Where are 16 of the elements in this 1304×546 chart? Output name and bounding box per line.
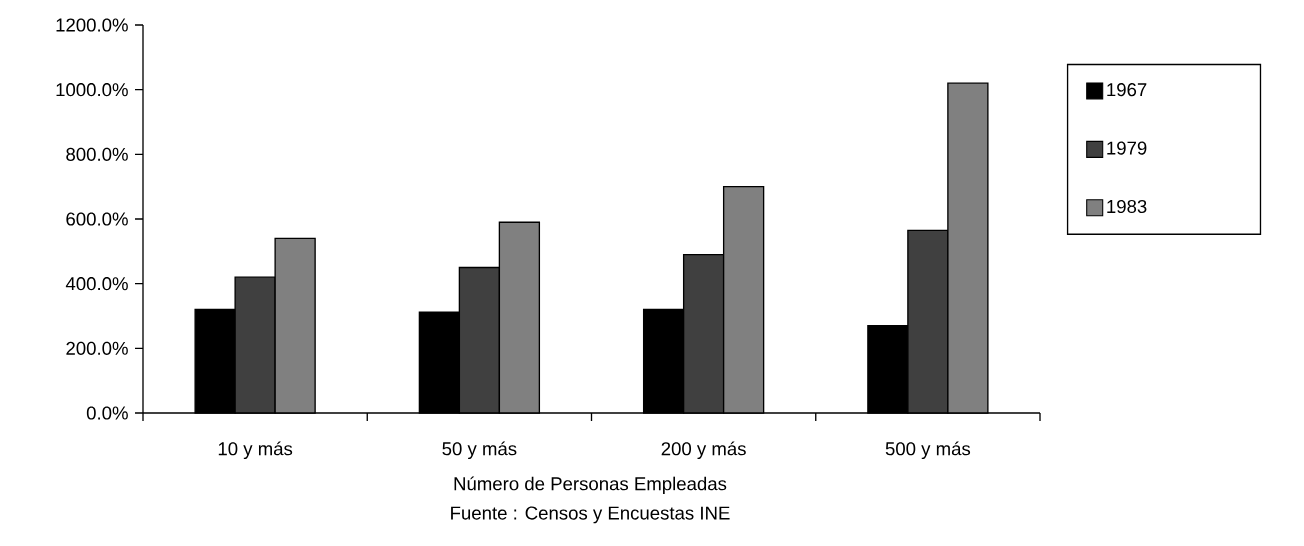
y-tick-label: 600.0% — [66, 212, 128, 226]
legend-label: 1983 — [1107, 199, 1147, 214]
y-tick-label: 0.0% — [86, 406, 128, 420]
x-tick-label: 200 y más — [661, 441, 746, 460]
y-tick-label: 400.0% — [65, 277, 128, 291]
y-tick-label: 200.0% — [66, 341, 128, 355]
legend-label: 1967 — [1107, 83, 1147, 97]
legend-label: 1979 — [1107, 141, 1147, 155]
x-tick-label: 10 y más — [218, 441, 293, 460]
y-tick-label: 800.0% — [66, 147, 128, 161]
x-axis-title: Número de Personas Empleadas — [454, 476, 727, 495]
x-tick-label: 50 y más — [442, 441, 517, 460]
x-tick-label: 500 y más — [885, 441, 971, 460]
source-note: Fuente : Censos y Encuestas INE — [451, 506, 730, 524]
y-tick-label: 1200.0% — [56, 18, 128, 32]
y-tick-label: 1000.0% — [56, 83, 128, 97]
